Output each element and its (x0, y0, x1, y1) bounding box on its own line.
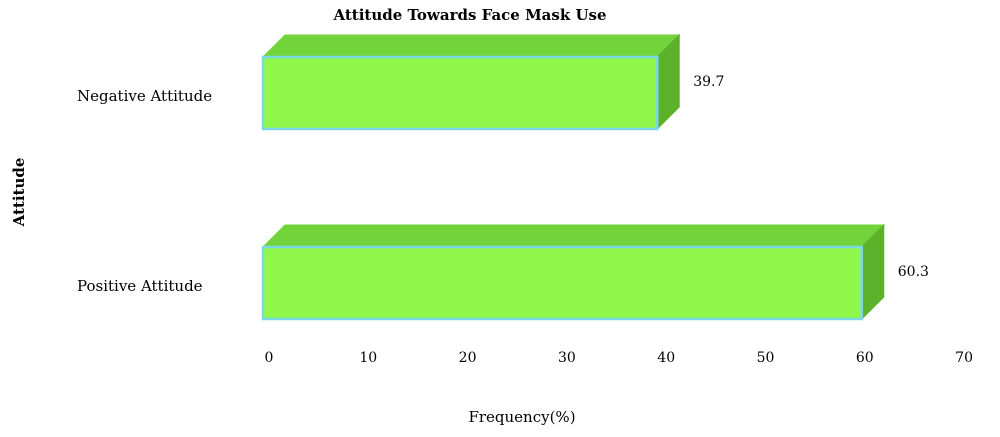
category-label: Negative Attitude (77, 87, 212, 105)
data-label: 39.7 (693, 74, 724, 90)
bar-top-face (261, 34, 681, 58)
x-axis-title: Frequency(%) (468, 408, 575, 426)
bars-group: 39.7 60.3 (261, 33, 929, 321)
x-tick-label: 10 (359, 350, 377, 366)
bar-front-face (261, 245, 864, 321)
bar-front-face (261, 55, 659, 131)
x-tick-label: 20 (459, 350, 477, 366)
bar-2: 60.3 (261, 223, 929, 321)
bar-1: 39.7 (261, 33, 724, 131)
bar-top-face (261, 224, 885, 248)
x-tick-label: 40 (657, 350, 675, 366)
y-axis-title: Attitude (10, 158, 28, 228)
x-tick-label: 30 (558, 350, 576, 366)
x-tick-label: 70 (955, 350, 973, 366)
chart-title: Attitude Towards Face Mask Use (332, 6, 606, 24)
x-tick-label: 50 (757, 350, 775, 366)
data-label: 60.3 (898, 264, 929, 280)
x-tick-label: 0 (265, 350, 274, 366)
category-label: Positive Attitude (77, 277, 203, 295)
x-tick-labels: 0 10 20 30 40 50 60 70 (265, 350, 973, 366)
x-tick-label: 60 (856, 350, 874, 366)
category-labels: Negative Attitude Positive Attitude (77, 87, 212, 295)
